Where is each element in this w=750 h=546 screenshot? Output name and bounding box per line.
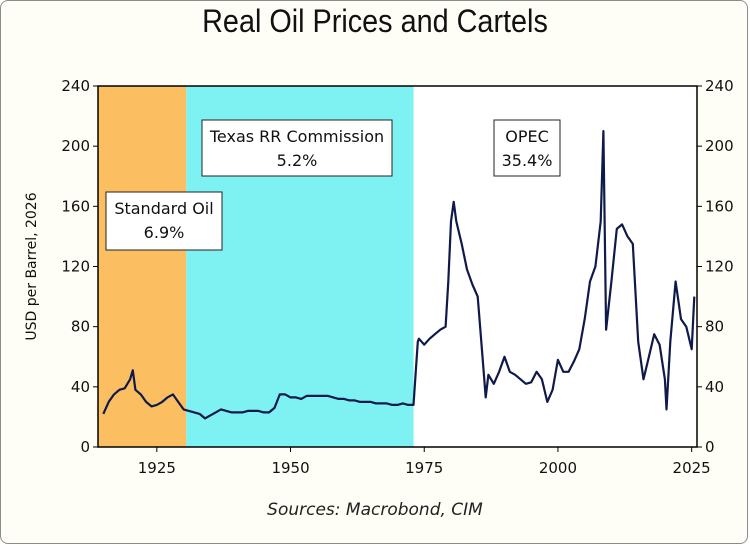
x-tick-label: 1925	[138, 459, 176, 477]
y-tick-label-left: 240	[61, 77, 90, 95]
x-tick-label: 1950	[271, 459, 309, 477]
annotation-label-0: Standard Oil	[114, 199, 213, 218]
y-tick-label-right: 40	[705, 378, 724, 396]
y-tick-label-left: 200	[61, 137, 90, 155]
annotation-box-1	[201, 119, 393, 177]
shaded-period-0	[98, 86, 187, 447]
x-tick-label: 2000	[539, 459, 577, 477]
chart-source: Sources: Macrobond, CIM	[267, 500, 483, 520]
annotation-label-2: OPEC	[505, 127, 549, 146]
y-tick-label-left: 160	[61, 197, 90, 215]
y-tick-label-right: 120	[705, 258, 734, 276]
y-tick-label-left: 80	[71, 318, 90, 336]
y-tick-label-left: 0	[80, 438, 90, 456]
annotation-label-1: Texas RR Commission	[209, 127, 384, 146]
y-tick-label-right: 0	[705, 438, 715, 456]
chart-title: Real Oil Prices and Cartels	[202, 3, 548, 39]
price-series-line-0	[102, 130, 696, 420]
x-tick-label: 1975	[405, 459, 443, 477]
annotation-box-0	[105, 191, 223, 251]
y-tick-label-right: 80	[705, 318, 724, 336]
annotation-box-2	[493, 119, 561, 177]
annotation-value-1: 5.2%	[277, 151, 318, 170]
y-tick-label-right: 200	[705, 137, 734, 155]
y-tick-label-right: 160	[705, 197, 734, 215]
y-tick-label-left: 120	[61, 258, 90, 276]
y-tick-label-right: 240	[705, 77, 734, 95]
annotation-value-0: 6.9%	[144, 223, 185, 242]
annotation-value-2: 35.4%	[502, 151, 553, 170]
x-tick-label: 2025	[673, 459, 711, 477]
y-tick-label-left: 40	[71, 378, 90, 396]
y-axis-label: USD per Barrel, 2026	[24, 192, 40, 340]
